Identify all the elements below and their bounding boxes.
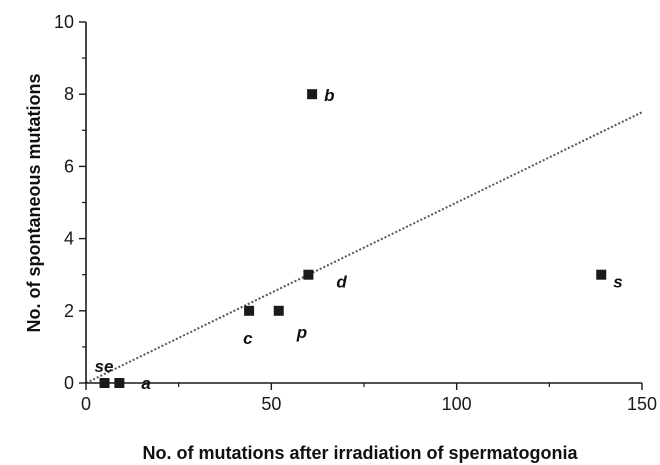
y-tick-label: 4 [64, 229, 74, 249]
y-tick-label: 2 [64, 301, 74, 321]
y-axis-title: No. of spontaneous mutations [24, 74, 44, 333]
y-tick-label: 6 [64, 156, 74, 176]
point-label-d: d [336, 273, 347, 292]
point-label-se: se [95, 357, 114, 376]
point-marker-d [303, 269, 314, 280]
point-label-c: c [243, 329, 253, 348]
y-tick-label: 10 [54, 12, 74, 32]
point-label-b: b [324, 86, 334, 105]
point-marker-s [596, 269, 607, 280]
point-marker-p [273, 305, 284, 316]
x-tick-label: 50 [261, 394, 281, 414]
x-axis-title: No. of mutations after irradiation of sp… [142, 443, 578, 463]
x-tick-label: 100 [442, 394, 472, 414]
point-marker-b [307, 89, 318, 100]
x-tick-label: 150 [627, 394, 657, 414]
point-label-s: s [613, 273, 622, 292]
point-marker-c [244, 305, 255, 316]
trendline [85, 111, 643, 384]
point-marker-a [114, 378, 125, 388]
point-marker-se [99, 378, 110, 388]
point-label-p: p [296, 323, 307, 342]
y-tick-label: 0 [64, 373, 74, 393]
x-tick-label: 0 [81, 394, 91, 414]
y-tick-label: 8 [64, 84, 74, 104]
point-label-a: a [141, 374, 150, 393]
